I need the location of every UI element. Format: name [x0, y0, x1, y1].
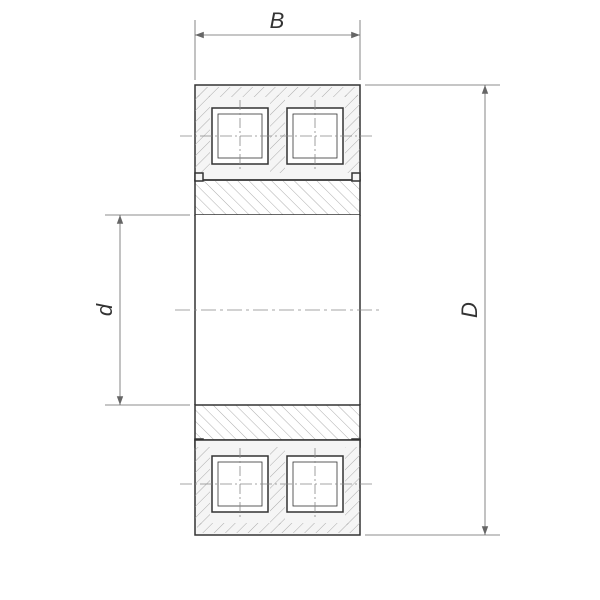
- bearing-cross-section: [175, 85, 380, 535]
- inner-ring-bottom: [195, 405, 360, 440]
- bearing-diagram: B d D: [0, 0, 600, 600]
- label-D: D: [457, 302, 482, 318]
- dimension-outer-D: D: [365, 85, 500, 535]
- label-B: B: [270, 8, 285, 33]
- dimension-width-B: B: [195, 8, 360, 80]
- label-d: d: [92, 303, 117, 316]
- inner-ring-top: [195, 180, 360, 215]
